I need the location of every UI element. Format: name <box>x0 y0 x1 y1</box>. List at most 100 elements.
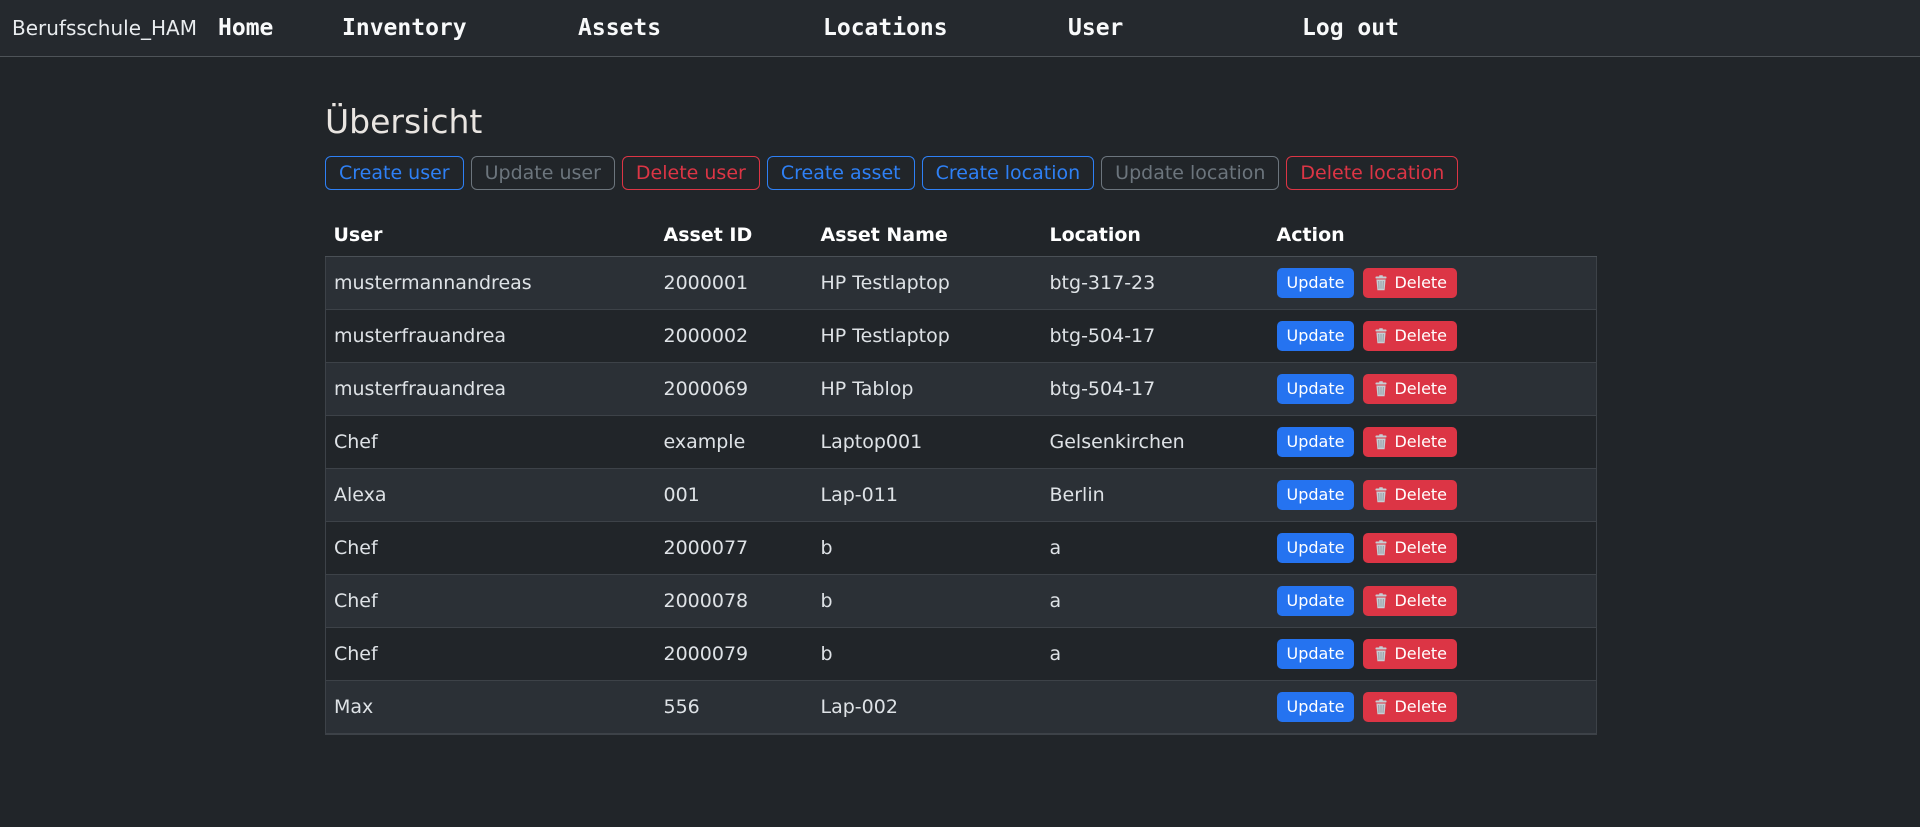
cell-asset-name: Laptop001 <box>812 415 1042 469</box>
row-delete-button[interactable]: Delete <box>1363 692 1458 722</box>
delete-button-label: Delete <box>1394 432 1448 451</box>
update-user-button[interactable]: Update user <box>470 156 615 190</box>
nav-item-inventory[interactable]: Inventory <box>342 15 467 41</box>
delete-location-button[interactable]: Delete location <box>1286 156 1459 190</box>
top-navbar: Berufsschule_HAM Home Inventory Assets L… <box>0 0 1920 57</box>
delete-button-label: Delete <box>1394 538 1448 557</box>
cell-user: musterfrauandrea <box>325 362 656 416</box>
row-delete-button[interactable]: Delete <box>1363 321 1458 351</box>
cell-asset-name: Lap-011 <box>812 468 1042 522</box>
cell-asset-name: b <box>812 627 1042 681</box>
cell-action: Update Delete <box>1268 362 1597 416</box>
table-row: musterfrauandrea 2000002 HP Testlaptop btg-… <box>325 309 1597 363</box>
row-delete-button[interactable]: Delete <box>1363 268 1458 298</box>
header-action: Action <box>1268 214 1597 257</box>
row-delete-button[interactable]: Delete <box>1363 639 1458 669</box>
table-row: Chef example Laptop001 Gelsenkirchen Update D… <box>325 415 1597 469</box>
cell-action: Update Delete <box>1268 309 1597 363</box>
cell-asset-name: HP Testlaptop <box>820 272 950 294</box>
cell-action: Update Delete <box>1268 256 1597 310</box>
cell-location: btg-504-17 <box>1041 362 1269 416</box>
delete-button-label: Delete <box>1394 644 1448 663</box>
nav-item-logout[interactable]: Log out <box>1302 15 1399 41</box>
header-asset-name: Asset Name <box>812 214 1042 257</box>
header-user: User <box>325 214 656 257</box>
nav-item-home[interactable]: Home <box>218 15 274 41</box>
nav-item-assets[interactable]: Assets <box>578 15 662 41</box>
toolbar: Create user Update user Delete user Crea… <box>325 156 1597 190</box>
trash-icon <box>1375 434 1387 450</box>
cell-asset-id: 2000078 <box>655 574 813 628</box>
asset-table: User Asset ID Asset Name Location Action… <box>325 214 1597 735</box>
delete-user-button[interactable]: Delete user <box>621 156 760 190</box>
update-location-button[interactable]: Update location <box>1101 156 1280 190</box>
cell-user: Alexa <box>325 468 656 522</box>
create-asset-button[interactable]: Create asset <box>766 156 915 190</box>
trash-icon <box>1375 275 1387 291</box>
trash-icon <box>1375 487 1387 503</box>
row-delete-button[interactable]: Delete <box>1363 480 1458 510</box>
header-asset-id: Asset ID <box>655 214 813 257</box>
row-update-button[interactable]: Update <box>1276 692 1355 722</box>
cell-asset-id: 001 <box>655 468 813 522</box>
delete-button-label: Delete <box>1394 697 1448 716</box>
row-update-button[interactable]: Update <box>1276 480 1355 510</box>
row-update-button[interactable]: Update <box>1276 321 1355 351</box>
cell-asset-name: b <box>812 521 1042 575</box>
trash-icon <box>1375 328 1387 344</box>
trash-icon <box>1375 646 1387 662</box>
cell-asset-id: 2000002 <box>655 309 813 363</box>
cell-asset-id: 556 <box>655 680 813 735</box>
trash-icon <box>1375 699 1387 715</box>
main-content: Übersicht Create user Update user Delete… <box>325 57 1597 735</box>
page-title: Übersicht <box>325 102 483 141</box>
row-update-button[interactable]: Update <box>1276 639 1355 669</box>
navbar-brand[interactable]: Berufsschule_HAM <box>12 16 197 40</box>
cell-location: btg-504-17 <box>1041 309 1269 363</box>
create-user-button[interactable]: Create user <box>325 156 464 190</box>
cell-location: btg-317-23 <box>1049 272 1156 294</box>
cell-action: Update Delete <box>1268 415 1597 469</box>
cell-user: Chef <box>325 415 656 469</box>
asset-table-body: mustermannandreas 2000001 HP Testlaptop btg… <box>325 256 1597 735</box>
row-delete-button[interactable]: Delete <box>1363 586 1458 616</box>
row-update-button[interactable]: Update <box>1276 533 1355 563</box>
cell-action: Update Delete <box>1268 521 1597 575</box>
nav-item-user[interactable]: User <box>1068 15 1124 41</box>
cell-asset-id: 2000079 <box>655 627 813 681</box>
table-row: mustermannandreas 2000001 HP Testlaptop btg… <box>325 256 1597 310</box>
cell-asset-name: b <box>812 574 1042 628</box>
cell-action: Update Delete <box>1268 574 1597 628</box>
row-update-button[interactable]: Update <box>1276 427 1355 457</box>
cell-asset-name: Lap-002 <box>812 680 1042 735</box>
row-delete-button[interactable]: Delete <box>1363 374 1458 404</box>
row-update-button[interactable]: Update <box>1276 586 1355 616</box>
table-row: Chef 2000077 b a Update Delete <box>325 521 1597 575</box>
cell-user: Max <box>325 680 656 735</box>
nav-item-locations[interactable]: Locations <box>823 15 948 41</box>
cell-asset-id: 2000001 <box>663 272 749 294</box>
cell-location: Gelsenkirchen <box>1041 415 1269 469</box>
cell-user: musterfrauandrea <box>325 309 656 363</box>
cell-user: Chef <box>325 627 656 681</box>
create-location-button[interactable]: Create location <box>921 156 1095 190</box>
cell-location: a <box>1041 574 1269 628</box>
cell-location: a <box>1041 521 1269 575</box>
cell-action: Update Delete <box>1268 468 1597 522</box>
delete-button-label: Delete <box>1394 326 1448 345</box>
cell-location: a <box>1041 627 1269 681</box>
cell-asset-name: HP Tablop <box>812 362 1042 416</box>
cell-user: mustermannandreas <box>325 256 656 310</box>
cell-location: Berlin <box>1041 468 1269 522</box>
cell-asset-id: example <box>655 415 813 469</box>
table-row: Chef 2000079 b a Update Delete <box>325 627 1597 681</box>
table-row: musterfrauandrea 2000069 HP Tablop btg-504-… <box>325 362 1597 416</box>
delete-button-label: Delete <box>1394 379 1448 398</box>
row-update-button[interactable]: Update <box>1276 268 1355 298</box>
cell-location <box>1041 680 1269 735</box>
row-delete-button[interactable]: Delete <box>1363 427 1458 457</box>
row-delete-button[interactable]: Delete <box>1363 533 1458 563</box>
table-row: Max 556 Lap-002 Update Delete <box>325 680 1597 735</box>
delete-button-label: Delete <box>1394 273 1448 292</box>
row-update-button[interactable]: Update <box>1276 374 1355 404</box>
